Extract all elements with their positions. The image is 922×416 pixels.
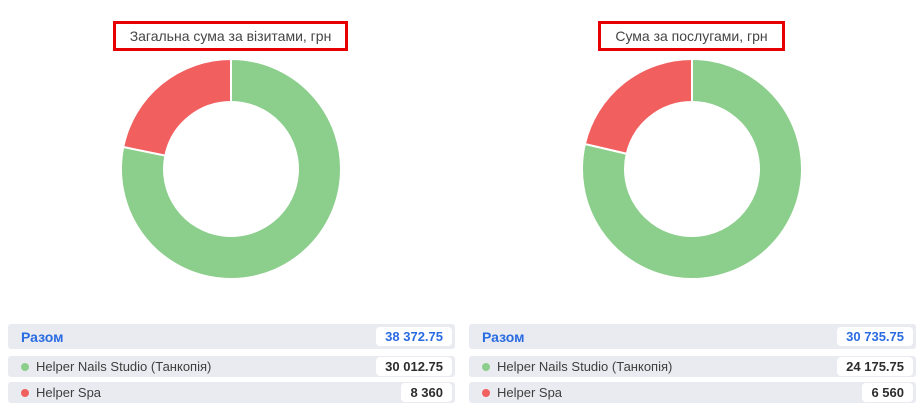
donut-slice-green[interactable]: [580, 57, 803, 280]
total-label: Разом: [482, 328, 525, 345]
legend-dot-icon: [21, 388, 29, 397]
legend-label: Helper Nails Studio (Танкопія): [482, 359, 672, 374]
table-row-1[interactable]: Helper Spa 6 560: [469, 382, 916, 403]
table-row-1[interactable]: Helper Spa 8 360: [8, 382, 455, 403]
table-row-0[interactable]: Helper Nails Studio (Танкопія) 24 175.75: [469, 356, 916, 377]
donut-slice-red[interactable]: [583, 57, 693, 155]
table-row-total[interactable]: Разом 38 372.75: [8, 324, 455, 349]
annotation-box-visits: Загальна сума за візитами, грн: [112, 21, 349, 51]
legend-dot-icon: [482, 362, 490, 371]
chart-column-services: Сума за послугами, грн Разом 30 735.75 Hel…: [461, 0, 922, 416]
row-value: 8 360: [401, 383, 452, 402]
legend-table-services: Разом 30 735.75 Helper Nails Studio (Танко…: [469, 324, 916, 403]
row-value: 30 012.75: [376, 357, 452, 376]
legend-dot-icon: [482, 388, 490, 397]
legend-label: Helper Spa: [21, 385, 101, 400]
donut-chart-services: [580, 57, 804, 281]
donut-slice-red[interactable]: [121, 57, 232, 157]
donut-chart-visits: [119, 57, 343, 281]
chart-title-visits: Загальна сума за візитами, грн: [129, 28, 332, 44]
legend-dot-icon: [21, 362, 29, 371]
legend-table-visits: Разом 38 372.75 Helper Nails Studio (Танко…: [8, 324, 455, 403]
table-row-total[interactable]: Разом 30 735.75: [469, 324, 916, 349]
annotation-box-services: Сума за послугами, грн: [598, 21, 785, 51]
legend-label: Helper Nails Studio (Танкопія): [21, 359, 211, 374]
donut-area-services: [461, 57, 922, 281]
total-value: 38 372.75: [376, 327, 452, 346]
row-value: 6 560: [862, 383, 913, 402]
legend-label: Helper Spa: [482, 385, 562, 400]
table-row-0[interactable]: Helper Nails Studio (Танкопія) 30 012.75: [8, 356, 455, 377]
total-value: 30 735.75: [837, 327, 913, 346]
donut-area-visits: [0, 57, 461, 281]
row-value: 24 175.75: [837, 357, 913, 376]
donut-slice-green[interactable]: [119, 57, 342, 280]
title-row-services: Сума за послугами, грн: [461, 21, 922, 51]
chart-column-visits: Загальна сума за візитами, грн Разом 38 3…: [0, 21, 461, 403]
title-row-visits: Загальна сума за візитами, грн: [0, 21, 461, 51]
chart-title-services: Сума за послугами, грн: [615, 28, 768, 44]
total-label: Разом: [21, 328, 64, 345]
